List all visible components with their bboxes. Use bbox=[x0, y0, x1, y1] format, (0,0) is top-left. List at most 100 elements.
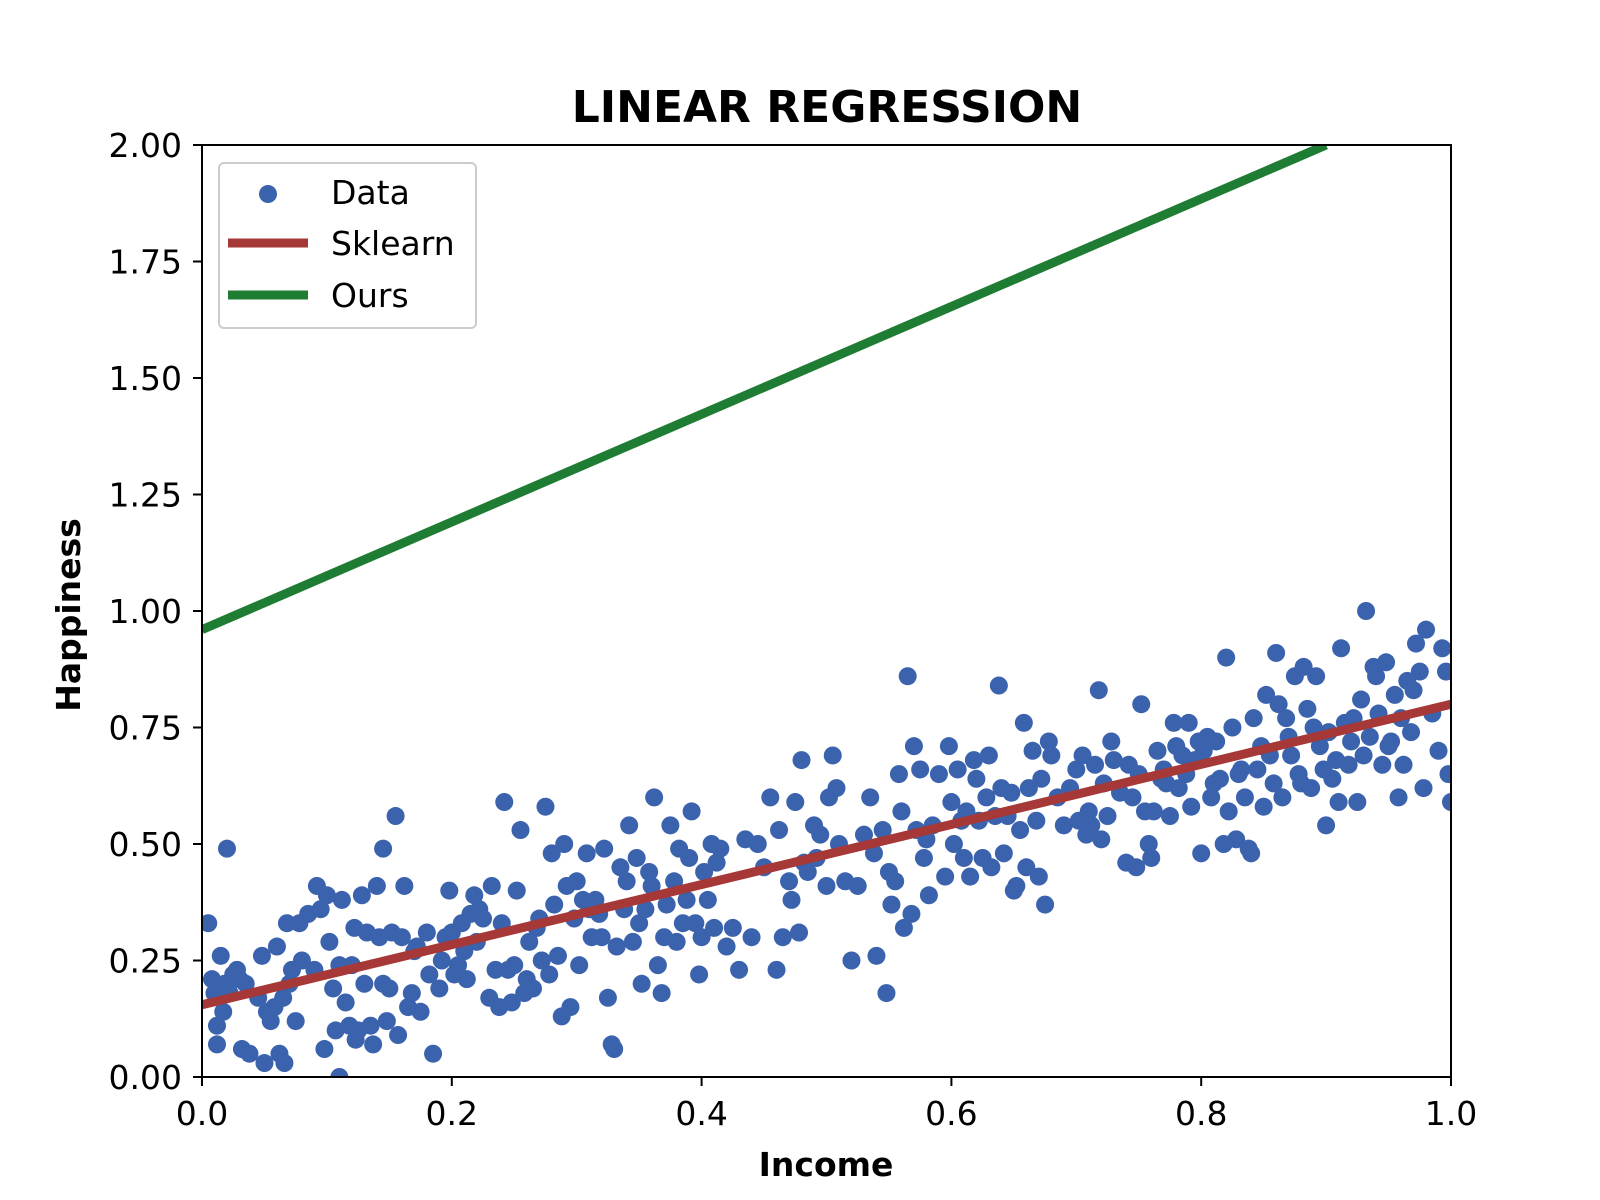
data-point bbox=[324, 979, 343, 998]
data-point bbox=[1014, 713, 1033, 732]
data-point bbox=[817, 876, 836, 895]
data-point bbox=[827, 779, 846, 798]
data-point bbox=[432, 951, 451, 970]
data-point bbox=[374, 839, 393, 858]
data-point bbox=[1227, 830, 1246, 849]
data-point bbox=[673, 914, 692, 933]
data-point bbox=[332, 890, 351, 909]
data-point bbox=[202, 914, 218, 933]
data-point bbox=[1267, 643, 1286, 662]
data-point bbox=[1257, 685, 1276, 704]
data-point bbox=[914, 848, 933, 867]
data-point bbox=[1098, 807, 1117, 826]
data-point bbox=[790, 923, 809, 942]
data-point bbox=[474, 909, 493, 928]
data-point bbox=[642, 876, 661, 895]
data-point bbox=[1217, 648, 1236, 667]
data-point bbox=[1086, 755, 1105, 774]
data-point bbox=[682, 802, 701, 821]
data-point bbox=[207, 1016, 226, 1035]
data-point bbox=[1404, 681, 1423, 700]
data-point bbox=[640, 862, 659, 881]
data-point bbox=[730, 960, 749, 979]
data-point bbox=[361, 1016, 380, 1035]
data-point bbox=[645, 788, 664, 807]
data-point bbox=[1235, 788, 1254, 807]
data-point bbox=[780, 872, 799, 891]
data-point bbox=[929, 765, 948, 784]
data-point bbox=[326, 1021, 345, 1040]
data-point bbox=[277, 914, 296, 933]
data-point bbox=[465, 886, 484, 905]
data-point bbox=[939, 737, 958, 756]
legend-marker-data bbox=[259, 185, 277, 203]
data-point bbox=[773, 928, 792, 947]
data-point bbox=[1039, 732, 1058, 751]
data-point bbox=[505, 956, 524, 975]
data-point bbox=[919, 886, 938, 905]
data-point bbox=[261, 1012, 280, 1031]
data-point bbox=[1073, 746, 1092, 765]
data-point bbox=[1002, 783, 1021, 802]
data-point bbox=[567, 872, 586, 891]
data-point bbox=[1194, 741, 1213, 760]
data-point bbox=[964, 751, 983, 770]
data-point bbox=[620, 816, 639, 835]
data-point bbox=[1067, 760, 1086, 779]
data-point bbox=[420, 965, 439, 984]
data-point bbox=[540, 965, 559, 984]
data-point bbox=[523, 979, 542, 998]
data-point bbox=[1023, 741, 1042, 760]
data-point bbox=[252, 946, 271, 965]
data-point bbox=[1160, 807, 1179, 826]
data-point bbox=[1164, 713, 1183, 732]
data-point bbox=[944, 835, 963, 853]
data-point bbox=[904, 737, 923, 756]
data-point bbox=[867, 946, 886, 965]
data-point bbox=[1339, 755, 1358, 774]
data-point bbox=[1373, 755, 1392, 774]
legend-label-ours: Ours bbox=[331, 276, 409, 315]
data-point bbox=[286, 1012, 305, 1031]
data-point bbox=[1007, 876, 1026, 895]
data-point bbox=[377, 1012, 396, 1031]
data-point bbox=[389, 1026, 408, 1045]
data-point bbox=[1277, 709, 1296, 728]
data-point bbox=[411, 1002, 430, 1021]
y-axis-label: Happiness bbox=[49, 518, 88, 712]
x-tick-label: 0.2 bbox=[426, 1094, 478, 1133]
data-point bbox=[330, 1068, 349, 1077]
data-point bbox=[989, 676, 1008, 695]
data-point bbox=[217, 839, 236, 858]
data-point bbox=[1433, 639, 1451, 658]
data-point bbox=[1389, 788, 1408, 807]
data-point bbox=[898, 667, 917, 686]
data-point bbox=[1104, 751, 1123, 770]
plot-marks bbox=[202, 145, 1451, 1077]
data-point bbox=[902, 904, 921, 923]
sklearn-line bbox=[202, 699, 1451, 1010]
data-point bbox=[1011, 821, 1030, 840]
data-point bbox=[911, 760, 930, 779]
data-point bbox=[842, 951, 861, 970]
y-tick-label: 1.25 bbox=[109, 476, 182, 515]
data-point bbox=[648, 956, 667, 975]
data-point bbox=[1244, 709, 1263, 728]
data-point bbox=[979, 746, 998, 765]
data-point bbox=[214, 1002, 233, 1021]
data-point bbox=[617, 872, 636, 891]
data-point bbox=[698, 890, 717, 909]
data-point bbox=[767, 960, 786, 979]
data-point bbox=[1407, 634, 1426, 653]
data-point bbox=[1144, 802, 1163, 821]
legend: Data Sklearn Ours bbox=[218, 162, 477, 329]
data-point bbox=[711, 839, 730, 858]
data-point bbox=[792, 751, 811, 770]
data-point bbox=[1169, 779, 1188, 798]
data-point bbox=[367, 876, 386, 895]
x-tick-label: 0.4 bbox=[675, 1094, 727, 1133]
data-point bbox=[1089, 681, 1108, 700]
data-point bbox=[1307, 667, 1326, 686]
data-point bbox=[942, 793, 961, 812]
data-point bbox=[355, 974, 374, 993]
